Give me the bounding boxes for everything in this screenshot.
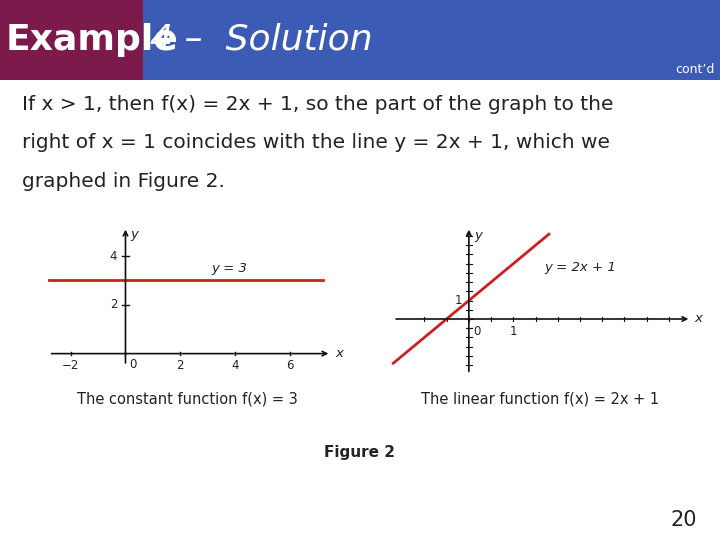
Text: The constant function f(x) = 3: The constant function f(x) = 3	[77, 392, 297, 407]
Text: right of x = 1 coincides with the line y = 2x + 1, which we: right of x = 1 coincides with the line y…	[22, 133, 610, 152]
Text: x: x	[695, 313, 703, 326]
Text: Example: Example	[6, 23, 179, 57]
Text: 6: 6	[287, 359, 294, 372]
Text: y = 2x + 1: y = 2x + 1	[544, 261, 616, 274]
Text: x: x	[336, 347, 343, 360]
Text: 0: 0	[129, 358, 136, 371]
Text: −2: −2	[62, 359, 79, 372]
Text: Figure 2: Figure 2	[325, 446, 395, 461]
Text: 1: 1	[454, 294, 462, 307]
Text: y: y	[130, 228, 138, 241]
Text: 4 –  Solution: 4 – Solution	[150, 23, 372, 57]
Text: 4: 4	[109, 249, 117, 262]
Text: 20: 20	[670, 510, 697, 530]
Text: The linear function f(x) = 2x + 1: The linear function f(x) = 2x + 1	[421, 392, 659, 407]
Text: 2: 2	[109, 298, 117, 312]
Text: 2: 2	[176, 359, 184, 372]
Text: 4: 4	[231, 359, 239, 372]
Text: cont’d: cont’d	[675, 63, 715, 76]
Text: y: y	[474, 228, 482, 241]
Text: 0: 0	[473, 325, 481, 338]
Text: 1: 1	[510, 325, 517, 338]
Text: graphed in Figure 2.: graphed in Figure 2.	[22, 172, 225, 191]
Text: If x > 1, then f(x) = 2x + 1, so the part of the graph to the: If x > 1, then f(x) = 2x + 1, so the par…	[22, 94, 613, 113]
Text: y = 3: y = 3	[212, 262, 248, 275]
